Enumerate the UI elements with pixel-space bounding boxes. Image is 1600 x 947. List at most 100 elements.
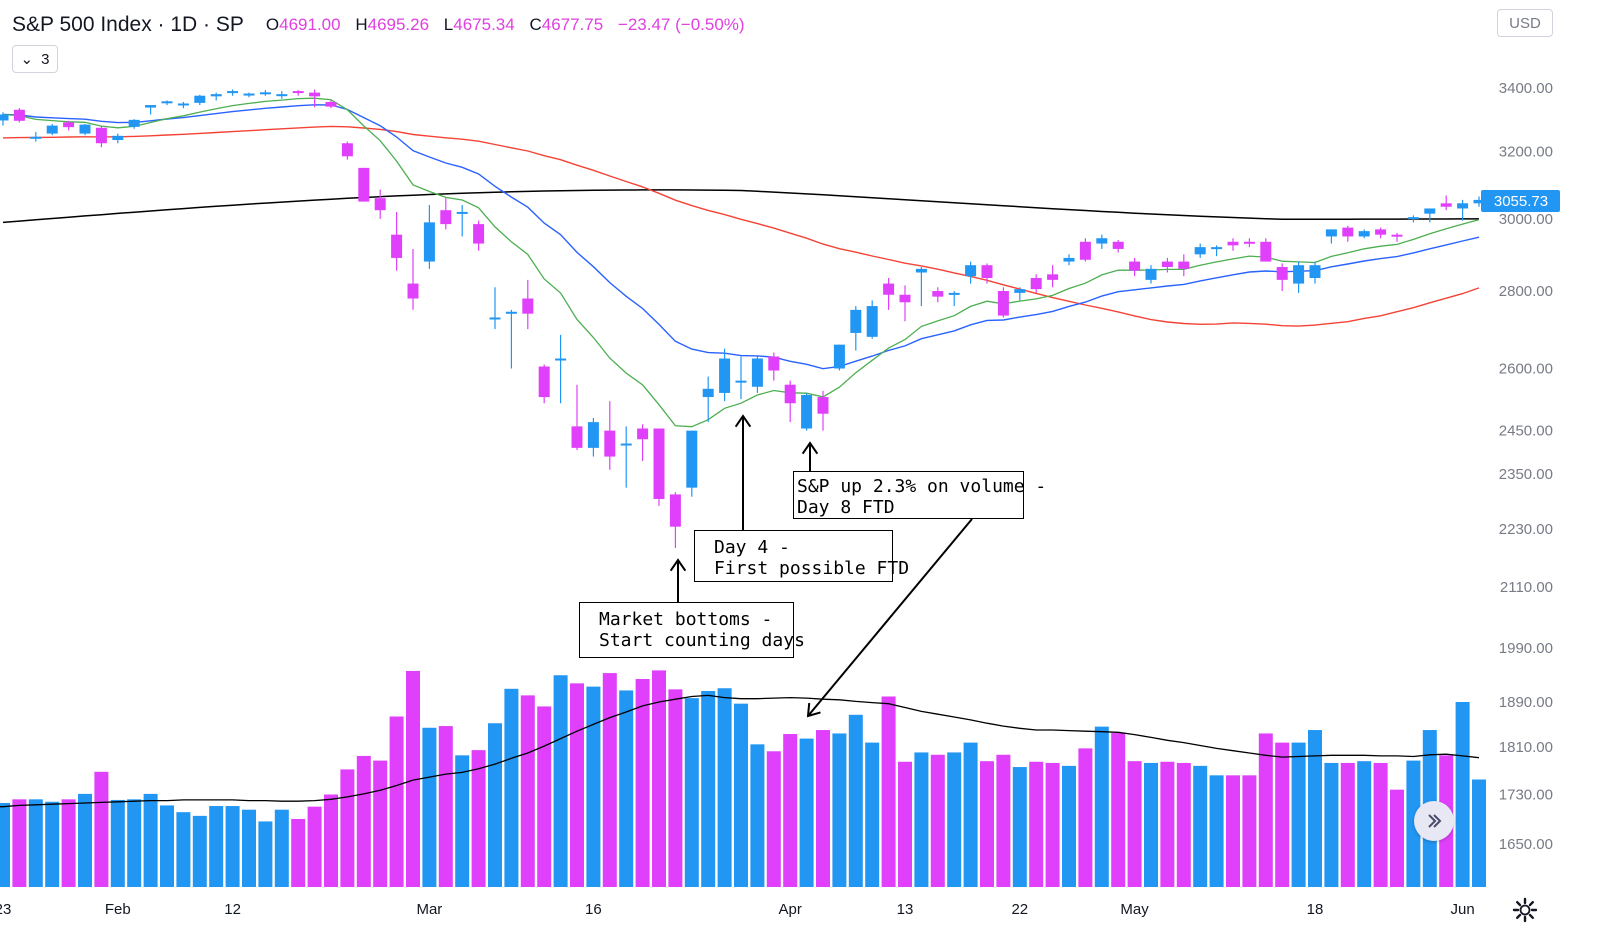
ma-long-line bbox=[2, 189, 1479, 224]
currency-button[interactable]: USD bbox=[1497, 9, 1553, 37]
arrow-ftd-volume bbox=[807, 518, 973, 717]
chart-header: S&P 500 Index · 1D · SP O4691.00 H4695.2… bbox=[12, 8, 755, 42]
volume-bar bbox=[668, 689, 683, 887]
candle-body bbox=[1309, 265, 1321, 279]
last-price-marker: 3055.73 bbox=[1481, 190, 1560, 212]
volume-bar bbox=[406, 670, 420, 887]
volume-bar bbox=[373, 760, 388, 887]
candle-body bbox=[489, 317, 501, 320]
candle-body bbox=[46, 125, 58, 134]
double-chevron-right-icon bbox=[1428, 814, 1442, 828]
indicators-collapse-button[interactable]: ⌄ 3 bbox=[12, 45, 58, 73]
scroll-to-realtime-button[interactable] bbox=[1414, 801, 1454, 841]
time-tick-label: Apr bbox=[779, 901, 802, 918]
volume-bar bbox=[1357, 761, 1372, 887]
volume-bar bbox=[1390, 789, 1404, 887]
volume-bar bbox=[865, 742, 880, 887]
candle-body bbox=[899, 294, 911, 303]
candle-body bbox=[473, 224, 485, 244]
candle-body bbox=[292, 91, 304, 94]
volume-bar bbox=[127, 799, 142, 887]
candle-body bbox=[784, 384, 796, 404]
candle-body bbox=[587, 422, 599, 448]
moving-averages bbox=[2, 97, 1480, 428]
candle-body bbox=[686, 430, 698, 488]
time-tick-label: 23 bbox=[0, 901, 11, 918]
volume-bar bbox=[176, 812, 191, 887]
time-tick-label: 16 bbox=[585, 901, 602, 918]
last-price-tag bbox=[1481, 190, 1560, 212]
gear-icon[interactable] bbox=[1512, 897, 1538, 923]
candle-body bbox=[1178, 261, 1190, 269]
candle-body bbox=[13, 109, 25, 121]
candle-body bbox=[276, 94, 288, 97]
volume-bar bbox=[488, 723, 502, 887]
candle-body bbox=[702, 388, 714, 398]
candle-body bbox=[866, 306, 878, 337]
candle-body bbox=[1424, 208, 1436, 214]
volume-bar bbox=[1193, 765, 1208, 887]
volume-bar bbox=[1176, 762, 1191, 887]
volume-bar bbox=[553, 675, 568, 887]
candle-body bbox=[1293, 265, 1305, 284]
volume-bar bbox=[1160, 761, 1175, 887]
candle-body bbox=[391, 234, 403, 258]
volume-bar bbox=[717, 688, 732, 887]
annotation-line: Market bottoms - bbox=[599, 609, 773, 630]
price-tick-label: 3000.00 bbox=[1499, 211, 1553, 228]
arrow-day4-head bbox=[734, 414, 752, 428]
volume-bar bbox=[1127, 761, 1142, 887]
volume-bar bbox=[504, 688, 519, 887]
candle-body bbox=[456, 211, 468, 214]
candle-body bbox=[1457, 203, 1469, 209]
candle-body bbox=[1079, 241, 1091, 260]
candle-body bbox=[243, 93, 255, 96]
candle-body bbox=[1325, 229, 1337, 237]
symbol-title[interactable]: S&P 500 Index · 1D · SP bbox=[12, 13, 244, 36]
candle-body bbox=[1063, 257, 1075, 262]
price-tick-label: 2350.00 bbox=[1499, 466, 1553, 483]
candle-body bbox=[751, 358, 763, 387]
time-axis[interactable]: 23 Feb 12 Mar 16 Apr 13 22 May 18 Jun bbox=[0, 901, 1475, 918]
candle-body bbox=[79, 124, 91, 134]
candle-body bbox=[30, 136, 42, 139]
candle-body bbox=[850, 309, 862, 333]
price-tick-label: 2450.00 bbox=[1499, 423, 1553, 440]
candle-body bbox=[538, 366, 550, 398]
annotation-line: Day 8 FTD bbox=[797, 497, 895, 518]
candle-body bbox=[0, 114, 9, 121]
volume-bar bbox=[635, 679, 650, 887]
volume-bar bbox=[832, 733, 847, 887]
candle-body bbox=[637, 428, 649, 440]
volume-bar bbox=[1144, 762, 1158, 887]
volume-bar bbox=[78, 793, 92, 887]
candle-body bbox=[1440, 203, 1452, 207]
volume-bar bbox=[520, 695, 535, 887]
volume-bar bbox=[1340, 762, 1355, 887]
candle-body bbox=[112, 135, 124, 141]
low-value: 4675.34 bbox=[453, 15, 515, 34]
price-axis[interactable]: 1650.00 1730.00 1810.00 1890.00 1990.00 2110.… bbox=[1499, 80, 1553, 853]
volume-bar bbox=[1094, 726, 1109, 887]
candle-body bbox=[801, 394, 813, 429]
volume-bar bbox=[94, 771, 109, 887]
candle-body bbox=[735, 380, 747, 383]
volume-bar bbox=[963, 742, 978, 887]
indicator-count: 3 bbox=[41, 50, 50, 68]
volume-bar bbox=[816, 730, 830, 887]
candle-body bbox=[374, 198, 386, 211]
volume-bar bbox=[340, 769, 355, 887]
candle-body bbox=[309, 92, 321, 97]
chevron-down-icon: ⌄ bbox=[20, 51, 34, 68]
volume-bar bbox=[537, 706, 552, 887]
candle-body bbox=[95, 127, 107, 144]
annotation-arrows bbox=[669, 414, 973, 718]
volume-bar bbox=[1242, 775, 1257, 887]
candle-body bbox=[63, 122, 75, 128]
volume-bar bbox=[1078, 748, 1093, 887]
price-tick-label: 2110.00 bbox=[1500, 579, 1553, 596]
candle-body bbox=[915, 268, 927, 273]
close-key: C bbox=[529, 15, 542, 34]
candle-body bbox=[1030, 278, 1042, 290]
